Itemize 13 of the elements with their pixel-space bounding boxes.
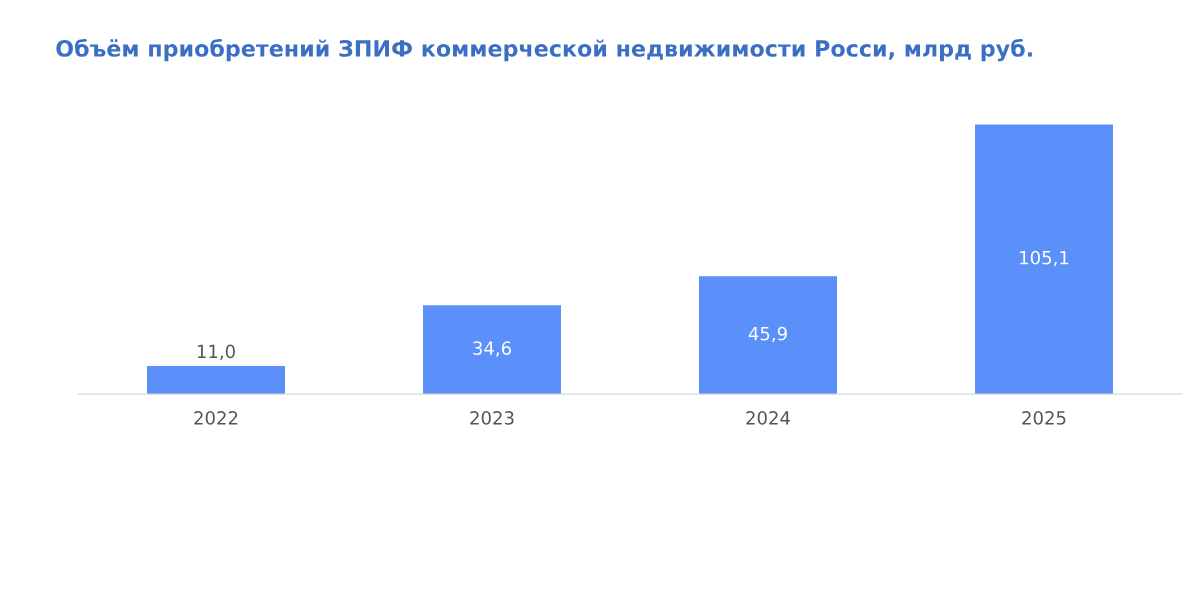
x-tick-label: 2022: [194, 411, 238, 425]
data-label: 45,9: [748, 326, 787, 343]
data-label: 105,1: [1020, 250, 1069, 267]
x-tick-label: 2025: [1022, 411, 1066, 425]
data-label: 34,6: [473, 341, 511, 357]
chart-title: Объём приобретений ЗПИФ коммерческой недвижимости Росси, млрд руб.: [56, 38, 1032, 62]
bar: [147, 365, 285, 395]
bar: [699, 276, 837, 395]
data-label: 11,0: [197, 344, 235, 361]
bar: [423, 305, 561, 395]
bar: [975, 124, 1113, 395]
x-tick-label: 2023: [470, 411, 514, 425]
x-tick-label: 2024: [746, 411, 790, 425]
